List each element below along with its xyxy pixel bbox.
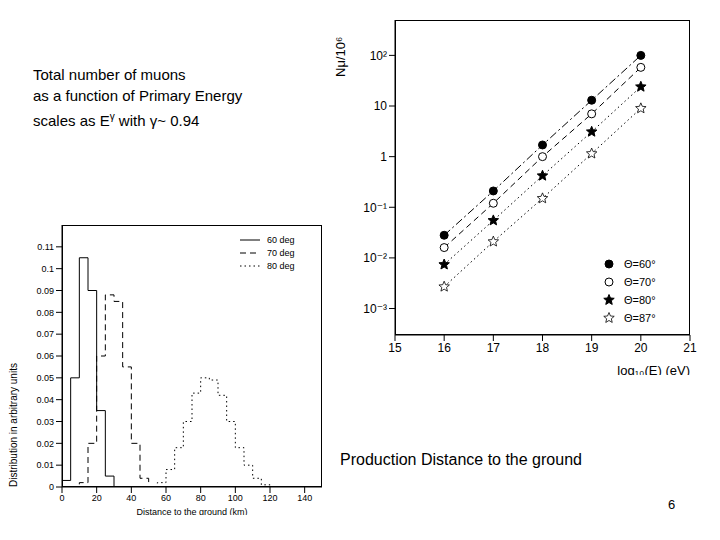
svg-text:0: 0: [49, 482, 54, 492]
svg-text:0.03: 0.03: [36, 417, 54, 427]
svg-text:log₁₀(E) (eV): log₁₀(E) (eV): [617, 363, 690, 375]
svg-text:0.05: 0.05: [36, 373, 54, 383]
svg-text:0: 0: [59, 493, 64, 503]
svg-text:60: 60: [161, 493, 171, 503]
svg-text:17: 17: [487, 341, 501, 355]
svg-text:0.11: 0.11: [37, 242, 54, 252]
svg-text:10⁻¹: 10⁻¹: [363, 201, 387, 215]
html-text:Θ=60°: Θ=60°: [624, 258, 656, 270]
html-text:Distribution in arbitrary unit: Distribution in arbitrary units: [8, 363, 19, 487]
svg-text:10²: 10²: [370, 49, 387, 63]
svg-text:0.06: 0.06: [36, 351, 54, 361]
svg-text:120: 120: [262, 493, 277, 503]
svg-text:100: 100: [228, 493, 243, 503]
html-text:80 deg: 80 deg: [267, 260, 295, 271]
svg-text:80: 80: [196, 493, 206, 503]
html-text:Θ=80°: Θ=80°: [624, 294, 656, 306]
svg-text:0.04: 0.04: [36, 395, 54, 405]
svg-text:20: 20: [92, 493, 102, 503]
html-text:Production Distance to the gro: Production Distance to the ground: [340, 451, 582, 468]
svg-text:0.02: 0.02: [36, 439, 54, 449]
svg-text:Distance to the ground (km): Distance to the ground (km): [136, 507, 247, 515]
html-text:Θ=87°: Θ=87°: [624, 312, 656, 324]
svg-text:15: 15: [388, 341, 402, 355]
svg-text:1: 1: [380, 150, 387, 164]
html-text:as a function of Primary Energ: as a function of Primary Energy: [33, 87, 243, 104]
svg-text:0.09: 0.09: [36, 286, 54, 296]
svg-text:140: 140: [297, 493, 312, 503]
svg-text:20: 20: [634, 341, 648, 355]
svg-text:10⁻³: 10⁻³: [363, 302, 387, 316]
svg-text:40: 40: [126, 493, 136, 503]
svg-text:0.01: 0.01: [36, 460, 54, 470]
svg-text:16: 16: [437, 341, 451, 355]
html-text:70 deg: 70 deg: [267, 247, 295, 258]
html-text:Θ=70°: Θ=70°: [624, 276, 656, 288]
svg-text:19: 19: [585, 341, 599, 355]
svg-text:10: 10: [374, 99, 388, 113]
html-text:60 deg: 60 deg: [267, 234, 295, 245]
svg-text:0.08: 0.08: [36, 308, 54, 318]
svg-text:18: 18: [536, 341, 550, 355]
html-text:6: 6: [668, 497, 676, 512]
svg-text:10⁻²: 10⁻²: [363, 251, 387, 265]
html-text:Total number of muons: Total number of muons: [33, 66, 186, 83]
svg-text:21: 21: [683, 341, 697, 355]
html-text:Nμ/10⁶: Nμ/10⁶: [333, 36, 348, 77]
html-text:scales as Eγwith γ~ 0.94: scales as Eγwith γ~ 0.94: [33, 111, 200, 129]
svg-text:0.1: 0.1: [41, 264, 54, 274]
svg-text:0.07: 0.07: [36, 329, 54, 339]
